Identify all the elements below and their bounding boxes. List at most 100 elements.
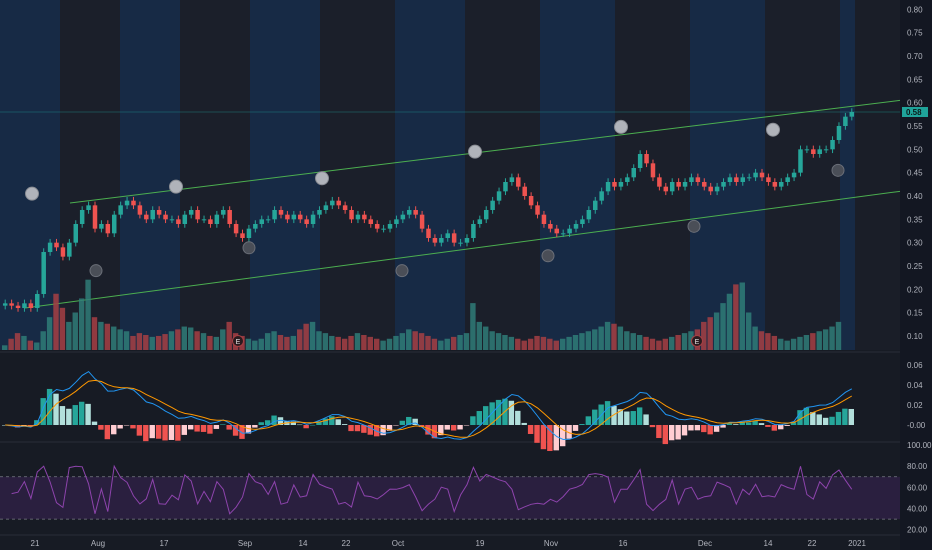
volume-bar: [226, 321, 232, 350]
candle-body: [753, 172, 758, 178]
volume-bar: [187, 327, 194, 350]
macd-histogram-bar: [662, 425, 669, 445]
macd-tick-label: 0.06: [907, 361, 923, 370]
macd-histogram-bar: [835, 411, 842, 425]
volume-bar: [34, 342, 40, 350]
volume-bar: [111, 326, 117, 350]
candle-body: [285, 214, 290, 220]
time-axis: 21 Aug 17 Sep 14 22 Oct 19 Nov 16 Dec 14 22 2021: [31, 539, 867, 548]
candle-body: [605, 182, 611, 192]
candle-body: [182, 214, 188, 224]
candle-body: [631, 168, 636, 178]
volume-bar: [425, 335, 431, 350]
volume-bar: [399, 333, 406, 350]
volume-bar: [130, 335, 136, 350]
candle-body: [265, 219, 271, 221]
macd-histogram-bar: [842, 408, 848, 425]
time-tick-label: 2021: [848, 539, 866, 548]
macd-histogram-bar: [130, 425, 136, 429]
volume-bar: [669, 336, 675, 350]
candle-body: [714, 186, 720, 192]
macd-histogram-bar: [450, 425, 457, 431]
candle-body: [625, 177, 630, 182]
candle-body: [28, 303, 34, 308]
macd-histogram-bar: [297, 424, 303, 426]
volume-bar: [450, 336, 457, 350]
volume-bar: [611, 323, 617, 350]
candle-body: [413, 210, 418, 215]
macd-histogram-bar: [778, 425, 784, 430]
candle-body: [778, 182, 784, 187]
candle-body: [567, 228, 572, 234]
macd-histogram-bar: [758, 423, 765, 425]
candle-body: [156, 210, 162, 215]
candle-body: [394, 219, 399, 224]
macd-histogram-bar: [476, 411, 483, 425]
candle-body: [593, 200, 598, 210]
volume-bar: [78, 298, 85, 350]
candle-body: [137, 205, 143, 215]
rsi-tick-label: 20.00: [907, 526, 928, 535]
candle-body: [240, 233, 245, 238]
volume-bar: [85, 279, 91, 350]
candle-body: [746, 177, 752, 179]
macd-histogram-bar: [534, 425, 540, 443]
macd-histogram-bar: [361, 425, 367, 433]
volume-bar: [284, 336, 290, 350]
pivot-high-marker: [315, 171, 329, 186]
channel-upper: [69, 99, 901, 204]
volume-bar: [816, 331, 822, 350]
candle-body: [214, 214, 220, 224]
volume-bar: [707, 317, 713, 350]
candle-body: [86, 205, 91, 210]
macd-histogram-bar: [822, 417, 829, 425]
macd-histogram-bar: [566, 425, 572, 439]
volume-bar: [367, 336, 373, 350]
session-band: [840, 0, 855, 350]
volume-bar: [553, 340, 559, 350]
volume-bar: [585, 331, 592, 350]
volume-bar: [720, 303, 726, 350]
volume-bar: [598, 326, 604, 350]
macd-histogram-bar: [412, 418, 418, 425]
macd-histogram-bar: [98, 425, 104, 430]
volume-bar: [784, 340, 790, 350]
rsi-tick-label: 100.00: [907, 441, 932, 450]
candle-body: [368, 219, 374, 224]
volume-bar: [579, 333, 585, 350]
macd-histogram-bar: [373, 425, 380, 437]
volume-bar: [406, 329, 412, 350]
candle-body: [612, 182, 617, 187]
macd-histogram-bar: [406, 416, 412, 425]
volume-bar: [21, 335, 27, 350]
price-tick-label: 0.20: [907, 285, 923, 294]
volume-bar: [252, 340, 258, 350]
candle-body: [310, 214, 316, 224]
macd-histogram-bar: [527, 425, 534, 434]
candle-body: [445, 233, 450, 238]
candle-body: [451, 233, 457, 243]
macd-histogram-bar: [797, 410, 803, 425]
macd-histogram-bar: [611, 405, 617, 425]
macd-histogram-bar: [258, 422, 264, 425]
volume-bar: [797, 336, 803, 350]
volume-bar: [829, 326, 835, 350]
candle-body: [650, 163, 656, 178]
macd-histogram-bar: [399, 420, 406, 425]
volume-bar: [688, 331, 694, 350]
candle-body: [246, 228, 252, 238]
macd-histogram-bar: [104, 425, 111, 440]
pivot-high-marker: [766, 122, 780, 137]
macd-histogram-bar: [489, 402, 495, 425]
last-price-label: 0.58: [906, 108, 922, 117]
candle-body: [811, 149, 816, 154]
candle-body: [702, 182, 707, 187]
macd-histogram-bar: [444, 425, 450, 430]
time-tick-label: 14: [764, 539, 773, 548]
macd-histogram-bar: [239, 425, 245, 439]
channel-lower: [24, 190, 901, 309]
price-tick-label: 0.50: [907, 145, 923, 154]
candle-body: [400, 214, 406, 220]
